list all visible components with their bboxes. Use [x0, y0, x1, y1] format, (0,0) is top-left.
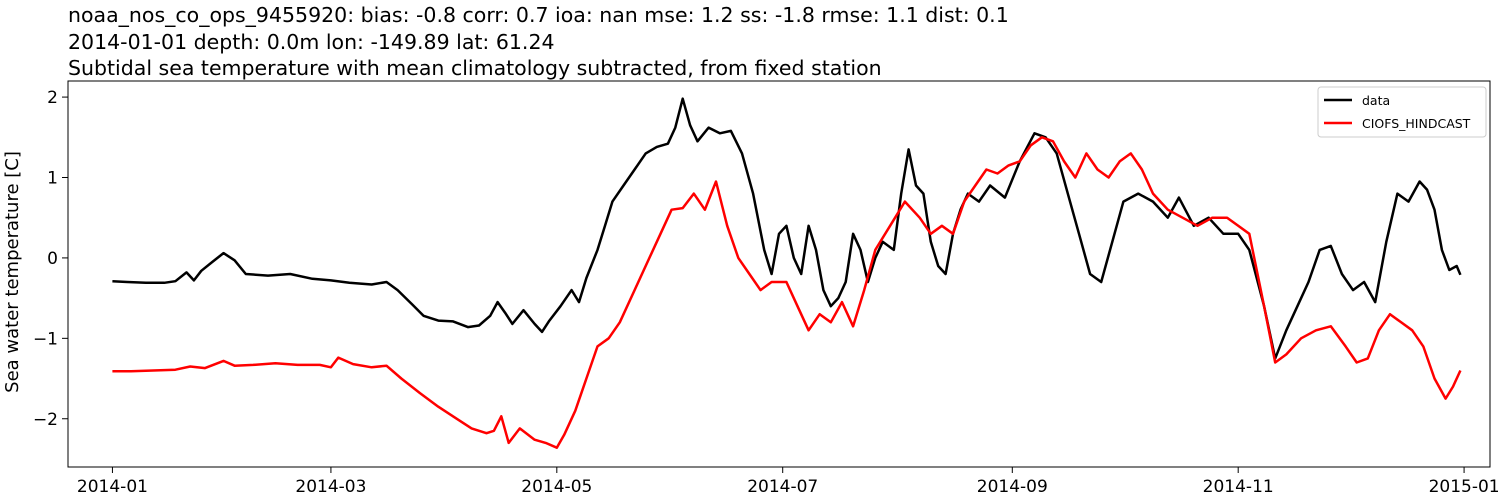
x-tick-label: 2014-09 [977, 477, 1048, 497]
plot-frame [67, 80, 1491, 468]
x-tick-label: 2014-05 [521, 477, 592, 497]
x-tick-label: 2015-01 [1429, 477, 1500, 497]
x-tick-label: 2014-11 [1203, 477, 1274, 497]
legend: data CIOFS_HINDCAST [1317, 86, 1487, 138]
legend-box [1317, 86, 1487, 138]
y-tick-label: 2 [47, 88, 58, 108]
x-axis: 2014-01 2014-03 2014-05 2014-07 2014-09 2014-… [77, 467, 1500, 497]
y-tick-label: −1 [33, 329, 58, 349]
x-tick-label: 2014-03 [295, 477, 366, 497]
legend-label: data [1362, 93, 1390, 108]
chart-title-line-2: 2014-01-01 depth: 0.0m lon: -149.89 lat:… [68, 29, 555, 54]
chart-title-line-1: noaa_nos_co_ops_9455920: bias: -0.8 corr… [68, 3, 1009, 27]
y-axis: −2 −1 0 1 2 [33, 88, 68, 430]
y-tick-label: 0 [47, 249, 58, 269]
series-line-1 [112, 136, 1462, 449]
series-layer [112, 97, 1462, 449]
legend-label: CIOFS_HINDCAST [1362, 116, 1471, 131]
y-tick-label: 1 [47, 169, 58, 189]
chart-title-line-3: Subtidal sea temperature with mean clima… [68, 56, 882, 80]
y-tick-label: −2 [33, 410, 58, 430]
x-tick-label: 2014-01 [77, 477, 148, 497]
series-line-0 [112, 97, 1462, 360]
y-axis-label: Sea water temperature [C] [2, 151, 23, 393]
x-tick-label: 2014-07 [747, 477, 818, 497]
chart-title: noaa_nos_co_ops_9455920: bias: -0.8 corr… [68, 2, 1009, 82]
